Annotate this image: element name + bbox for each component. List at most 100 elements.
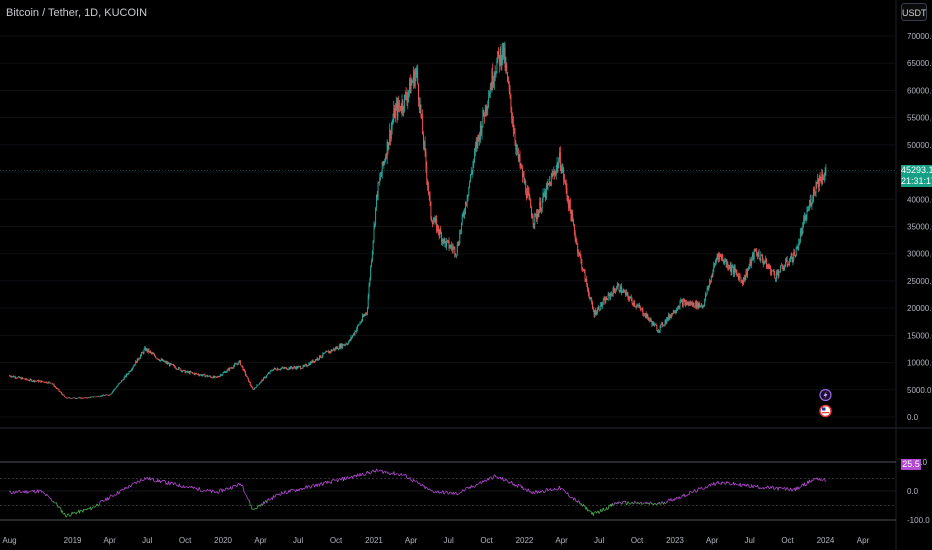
candle-body [659,325,661,331]
time-tick-label: Apr [405,536,418,545]
rsi-segment [130,485,132,488]
candle-body [465,202,467,204]
candle-body [258,383,260,385]
candle-body [192,373,194,374]
rsi-segment [242,486,245,491]
candle-body [599,309,601,311]
rsi-segment [772,486,775,490]
candle-body [679,302,681,308]
candle-body [575,239,577,242]
rsi-segment [111,494,113,497]
rsi-segment [365,472,367,475]
candle-body [775,278,777,279]
candle-body [83,397,85,399]
candle-body [211,377,212,379]
rsi-segment [139,479,141,483]
candle-body [344,344,346,346]
candle-body [266,375,268,377]
candle-body [592,308,594,312]
candle-body [107,395,109,396]
candle-body [236,363,238,365]
candle-body [292,367,294,369]
rsi-segment [728,482,730,484]
rsi-segment [824,480,827,483]
candle-body [438,232,440,235]
rsi-segment [670,498,673,501]
candle-body [309,363,311,365]
candle-body [686,302,687,305]
candle-body [808,209,810,210]
rsi-segment [530,491,532,493]
candle-body [639,307,641,310]
candle-body [385,156,387,159]
candle-body [640,308,642,310]
candle-body [368,284,370,297]
rsi-segment [754,485,757,487]
candle-body [717,254,719,258]
rsi-segment [694,489,696,493]
rsi-segment [495,476,498,478]
candle-body [352,333,354,336]
candle-body [601,302,603,307]
candle-body [590,298,592,299]
candle-body [379,177,381,183]
rsi-segment [287,492,289,494]
candle-body [230,367,232,369]
candle-body [422,116,424,135]
candle-body [464,212,466,215]
candle-body [408,79,410,91]
candle-body [736,271,738,274]
candle-body [437,225,439,233]
rsi-segment [9,490,12,494]
candle-body [351,336,353,338]
candle-body [686,301,688,305]
candle-body [66,398,68,399]
candle-body [16,378,18,379]
candle-body [90,396,92,398]
candle-body [342,344,344,348]
candle-body [425,152,427,167]
rsi-segment [224,488,226,491]
candle-body [522,174,524,177]
rsi-segment [554,487,556,490]
rsi-segment [79,509,81,514]
rsi-segment [334,479,337,481]
rsi-segment [345,477,348,480]
candle-body [157,358,159,360]
rsi-segment [628,502,630,505]
candle-body [509,90,511,95]
rsi-segment [308,485,310,487]
candle-body [524,181,526,183]
rsi-segment [202,490,205,492]
candle-body [603,298,605,301]
candle-body [592,302,593,309]
candle-body [674,312,676,313]
rsi-segment [169,481,172,485]
rsi-segment [86,508,89,510]
rsi-segment [748,484,750,488]
candle-body [634,305,636,307]
candle-body [356,328,358,332]
candle-body [576,241,578,244]
candle-body [813,188,814,200]
rsi-segment [444,491,446,493]
candle-body [510,94,512,108]
rsi-segment [780,486,782,489]
candle-body [336,347,338,349]
candle-body [58,389,60,392]
rsi-segment [564,490,566,493]
rsi-segment [50,497,52,501]
rsi-segment [522,486,524,490]
rsi-segment [456,493,459,496]
rsi-segment [635,501,637,504]
candle-body [239,360,241,366]
candle-body [487,105,489,108]
candle-body [301,367,303,369]
rsi-segment [458,492,461,495]
candle-body [56,388,58,390]
rsi-segment [525,488,527,491]
candle-body [287,369,289,370]
currency-button[interactable]: USDT [901,3,927,21]
lightning-glyph [823,391,828,399]
